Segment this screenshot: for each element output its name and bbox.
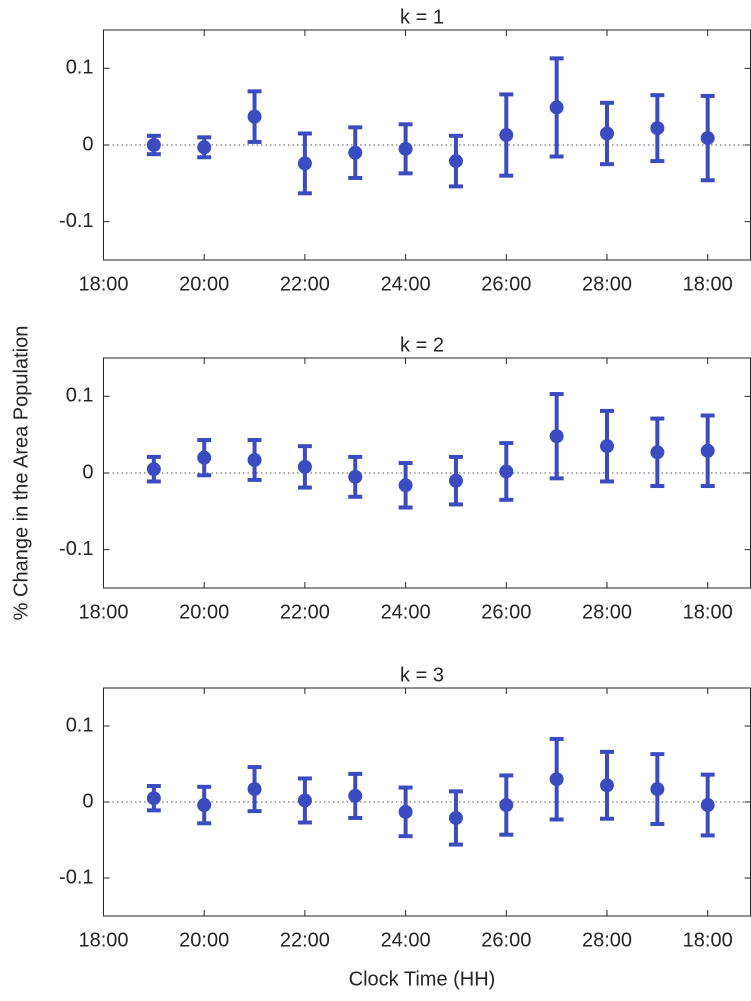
point [398, 804, 413, 819]
y-tick-label: 0.1 [66, 385, 94, 407]
point [700, 443, 715, 458]
point [297, 156, 312, 171]
point [700, 131, 715, 146]
x-tick-label: 18:00 [78, 929, 128, 951]
y-axis-label: % Change in the Area Population [10, 326, 32, 621]
y-tick-label: -0.1 [59, 866, 93, 888]
point [348, 788, 363, 803]
point [650, 782, 665, 797]
point [448, 810, 463, 825]
x-tick-label: 28:00 [582, 601, 632, 623]
x-tick-label: 28:00 [582, 273, 632, 295]
y-tick-label: -0.1 [59, 210, 93, 232]
x-tick-label: 20:00 [179, 601, 229, 623]
x-tick-label: 18:00 [683, 273, 733, 295]
point [247, 452, 262, 467]
x-tick-label: 22:00 [280, 273, 330, 295]
point [448, 473, 463, 488]
point [247, 782, 262, 797]
x-tick-label: 26:00 [481, 273, 531, 295]
point [297, 459, 312, 474]
point [549, 429, 564, 444]
point [499, 798, 514, 813]
point [146, 791, 161, 806]
y-tick-label: 0.1 [66, 714, 94, 736]
point [650, 121, 665, 136]
x-tick-label: 18:00 [78, 601, 128, 623]
x-tick-label: 22:00 [280, 601, 330, 623]
point [700, 798, 715, 813]
y-tick-label: 0 [82, 461, 93, 483]
point [197, 798, 212, 813]
subplot-title: k = 2 [400, 334, 444, 356]
point [499, 128, 514, 143]
point [146, 138, 161, 152]
point [600, 439, 615, 454]
point [348, 469, 363, 484]
x-tick-label: 24:00 [381, 601, 431, 623]
point [448, 154, 463, 169]
x-tick-label: 20:00 [179, 273, 229, 295]
point [197, 140, 212, 155]
point [197, 450, 212, 465]
point [600, 126, 615, 141]
x-tick-label: 18:00 [683, 929, 733, 951]
x-axis-label: Clock Time (HH) [349, 968, 496, 990]
point [348, 145, 363, 160]
point [398, 141, 413, 156]
y-tick-label: 0 [82, 790, 93, 812]
x-tick-label: 18:00 [78, 273, 128, 295]
point [146, 462, 161, 477]
point [499, 464, 514, 479]
point [247, 109, 262, 124]
point [398, 478, 413, 493]
x-tick-label: 26:00 [481, 601, 531, 623]
x-tick-label: 24:00 [381, 929, 431, 951]
point [549, 100, 564, 115]
subplot-title: k = 1 [400, 6, 444, 28]
point [549, 772, 564, 787]
point [600, 778, 615, 793]
x-tick-label: 24:00 [381, 273, 431, 295]
x-tick-label: 20:00 [179, 929, 229, 951]
x-tick-label: 26:00 [481, 929, 531, 951]
y-tick-label: 0 [82, 133, 93, 155]
point [297, 793, 312, 808]
point [650, 445, 665, 460]
x-tick-label: 28:00 [582, 929, 632, 951]
subplot-title: k = 3 [400, 664, 444, 686]
x-tick-label: 18:00 [683, 601, 733, 623]
y-tick-label: 0.1 [66, 57, 94, 79]
x-tick-label: 22:00 [280, 929, 330, 951]
y-tick-label: -0.1 [59, 538, 93, 560]
